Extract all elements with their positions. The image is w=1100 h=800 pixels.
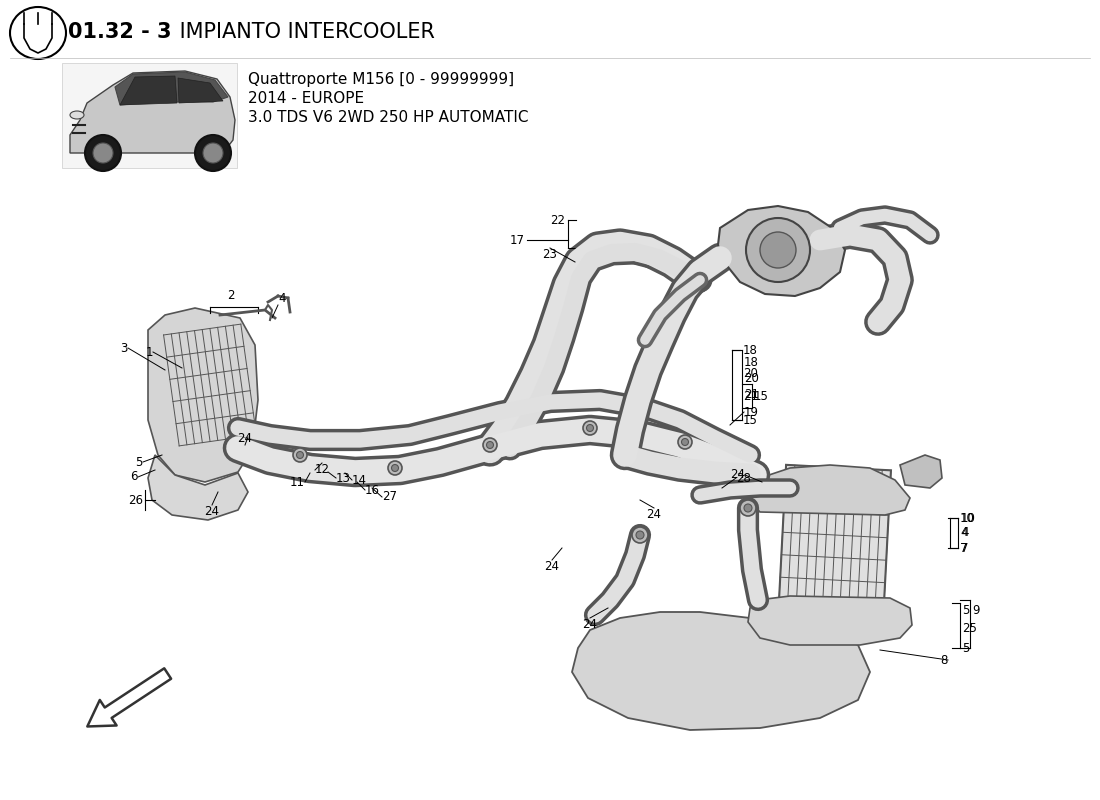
Text: 16: 16 — [365, 483, 380, 497]
Circle shape — [85, 135, 121, 171]
Text: 20: 20 — [742, 367, 758, 380]
Polygon shape — [900, 455, 942, 488]
Circle shape — [483, 438, 497, 452]
Circle shape — [486, 442, 494, 449]
Text: 2014 - EUROPE: 2014 - EUROPE — [248, 91, 364, 106]
Text: 12: 12 — [315, 463, 330, 476]
Text: 24: 24 — [583, 618, 597, 631]
Text: 10: 10 — [961, 511, 976, 525]
Text: 24: 24 — [205, 505, 220, 518]
Polygon shape — [116, 72, 228, 105]
Text: 21: 21 — [744, 387, 759, 401]
Text: 22: 22 — [550, 214, 565, 226]
Circle shape — [293, 448, 307, 462]
Circle shape — [746, 218, 810, 282]
Text: 9: 9 — [972, 603, 979, 617]
Text: IMPIANTO INTERCOOLER: IMPIANTO INTERCOOLER — [173, 22, 434, 42]
Text: 2: 2 — [228, 289, 234, 302]
Polygon shape — [178, 78, 223, 103]
Polygon shape — [148, 455, 248, 520]
Text: 10: 10 — [960, 511, 975, 525]
Bar — [62, 63, 236, 168]
Text: 5: 5 — [135, 455, 143, 469]
Circle shape — [388, 461, 401, 475]
Text: Quattroporte M156 [0 - 99999999]: Quattroporte M156 [0 - 99999999] — [248, 72, 514, 87]
Circle shape — [195, 135, 231, 171]
Text: 28: 28 — [736, 471, 751, 485]
Polygon shape — [120, 76, 177, 105]
Polygon shape — [748, 596, 912, 645]
Text: 4: 4 — [960, 526, 968, 539]
Polygon shape — [148, 308, 258, 482]
Circle shape — [94, 143, 113, 163]
Text: 24: 24 — [647, 508, 661, 521]
Text: 5: 5 — [962, 603, 969, 617]
Polygon shape — [718, 206, 845, 296]
Text: 19: 19 — [744, 406, 759, 418]
Bar — [164, 324, 256, 446]
Text: 26: 26 — [128, 494, 143, 506]
Circle shape — [678, 435, 692, 449]
Circle shape — [760, 232, 796, 268]
Text: 3: 3 — [121, 342, 128, 354]
Ellipse shape — [70, 111, 84, 119]
Text: 24: 24 — [730, 469, 745, 482]
Circle shape — [682, 438, 689, 446]
Circle shape — [632, 527, 648, 543]
Text: 7: 7 — [960, 542, 968, 554]
Circle shape — [744, 504, 752, 512]
Text: 5: 5 — [962, 642, 969, 654]
Text: 27: 27 — [382, 490, 397, 503]
Text: 18: 18 — [744, 355, 759, 369]
Circle shape — [297, 451, 304, 458]
Circle shape — [392, 465, 398, 471]
Text: 7: 7 — [961, 542, 968, 554]
Text: 4: 4 — [961, 526, 968, 539]
Polygon shape — [748, 465, 910, 515]
Text: 3.0 TDS V6 2WD 250 HP AUTOMATIC: 3.0 TDS V6 2WD 250 HP AUTOMATIC — [248, 110, 528, 125]
Text: 24: 24 — [238, 432, 253, 445]
Circle shape — [583, 421, 597, 435]
FancyArrowPatch shape — [87, 668, 172, 726]
Text: 8: 8 — [940, 654, 948, 666]
Text: 24: 24 — [544, 560, 560, 573]
Text: 15: 15 — [754, 390, 769, 402]
Bar — [779, 465, 891, 605]
Text: 23: 23 — [542, 248, 558, 261]
Text: 1: 1 — [145, 346, 153, 358]
Circle shape — [586, 425, 594, 431]
Text: 18: 18 — [742, 343, 758, 357]
Text: 13: 13 — [336, 471, 351, 485]
Polygon shape — [70, 71, 235, 153]
Circle shape — [740, 500, 756, 516]
Circle shape — [204, 143, 223, 163]
Text: 4: 4 — [278, 292, 286, 305]
Text: 17: 17 — [510, 234, 525, 246]
Text: 14: 14 — [352, 474, 367, 486]
Text: 20: 20 — [744, 371, 759, 385]
Text: 15: 15 — [742, 414, 758, 426]
Circle shape — [636, 531, 644, 539]
Text: 6: 6 — [131, 470, 138, 483]
Text: 25: 25 — [962, 622, 977, 634]
Polygon shape — [572, 612, 870, 730]
Text: 21: 21 — [742, 390, 758, 403]
Text: 11: 11 — [290, 475, 305, 489]
Text: 01.32 - 3: 01.32 - 3 — [68, 22, 172, 42]
